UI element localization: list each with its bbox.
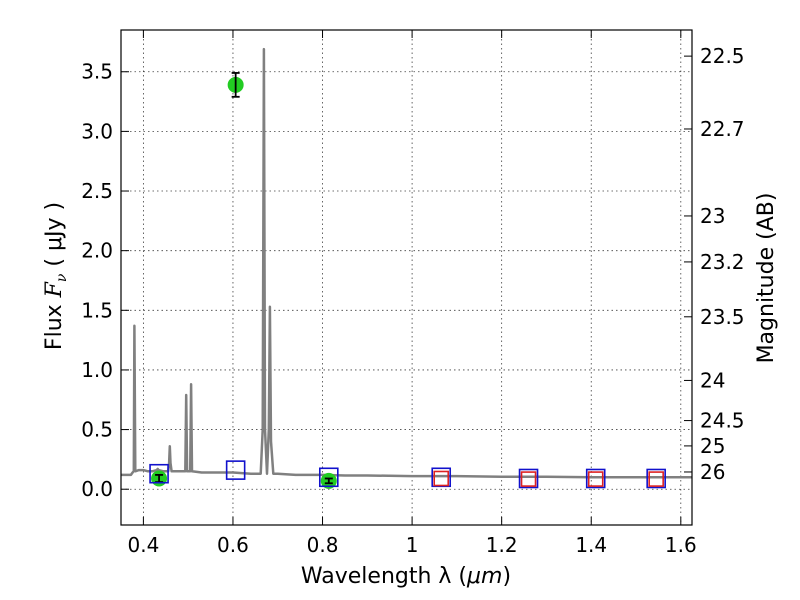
tick-layer: 0.4 0.6 0.8 1 1.2 1.4 1.6 0.0 0.5 1.0 1.5 2.0 2.5 3.0… [81, 30, 745, 557]
grid [121, 30, 692, 525]
magnitude-tick-label: 24.5 [700, 409, 745, 433]
magnitude-tick-label: 23 [700, 204, 725, 228]
x-tick-label: 1 [406, 533, 419, 557]
y-axis-label: Flux Fν ( μJy ) [42, 202, 70, 350]
model-flux-square-red [520, 471, 537, 487]
x-tick-label: 1.6 [665, 533, 697, 557]
model-flux-square-red [587, 471, 604, 487]
x-tick-label: 1.2 [486, 533, 518, 557]
magnitude-tick-label: 23.2 [700, 250, 745, 274]
model-flux-square-blue [318, 467, 339, 488]
model-flux-square-red [433, 470, 450, 487]
model-flux-square-blue [585, 468, 606, 489]
magnitude-tick-label: 23.5 [700, 305, 745, 329]
magnitude-tick-label: 26 [700, 460, 725, 484]
y-tick-label: 0.5 [81, 418, 113, 442]
x-axis-label: Wavelength λ (μm) [301, 564, 511, 589]
y-tick-label: 2.5 [81, 179, 113, 203]
model-flux-square-blue [225, 460, 246, 480]
marker-layer [149, 72, 666, 489]
magnitude-tick-label: 24 [700, 368, 725, 392]
x-tick-label: 0.8 [307, 533, 339, 557]
x-tick-label: 1.4 [575, 533, 607, 557]
model-flux-square-red [648, 471, 664, 487]
x-tick-label: 0.6 [217, 533, 249, 557]
model-flux-square-blue [431, 467, 452, 488]
y-tick-label: 1.5 [81, 298, 113, 322]
y-tick-label: 2.0 [81, 239, 113, 263]
model-flux-square-blue [149, 463, 169, 484]
plot-frame [120, 29, 693, 526]
y-tick-label: 3.5 [81, 60, 113, 84]
model-flux-square-blue [646, 468, 666, 489]
magnitude-tick-label: 22.7 [700, 117, 745, 141]
magnitude-axis-label: Magnitude (AB) [754, 193, 779, 364]
magnitude-tick-label: 22.5 [700, 44, 745, 68]
x-tick-label: 0.4 [127, 533, 159, 557]
y-tick-label: 0.0 [81, 477, 113, 501]
model-flux-square-blue [518, 468, 539, 489]
y-tick-label: 3.0 [81, 119, 113, 143]
magnitude-tick-label: 25 [700, 434, 725, 458]
y-tick-label: 1.0 [81, 358, 113, 382]
